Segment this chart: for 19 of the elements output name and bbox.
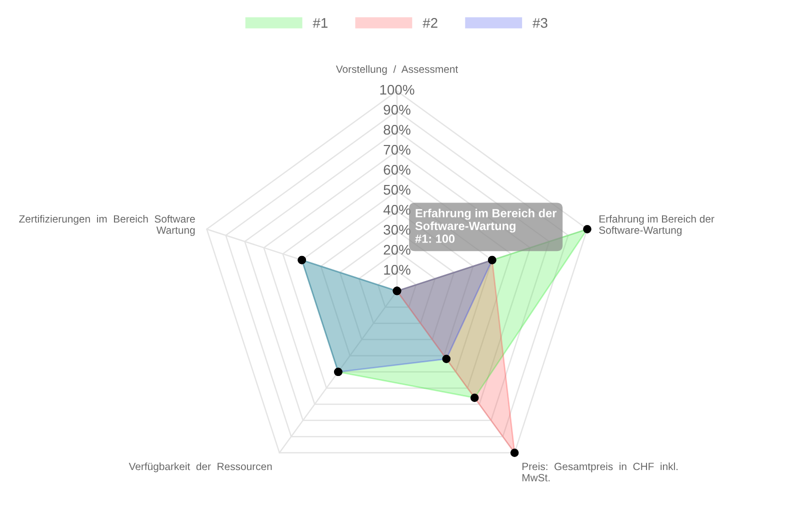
y-tick-label: 50% [384, 184, 410, 195]
y-tick-label: 100% [380, 84, 414, 95]
spoke-label: Vorstellung / Assessment [336, 65, 458, 75]
y-tick-label: 40% [383, 204, 410, 215]
spoke-label: Preis: Gesamtpreis in CHF inkl. MwSt. [522, 462, 678, 482]
legend-label: #3 [532, 18, 548, 28]
spoke-label: Zertifizierungen im Bereich Software Wartung [19, 214, 195, 236]
y-tick-label: 80% [384, 124, 410, 135]
y-tick-label: 30% [384, 224, 410, 235]
spoke-label: Verfügbarkeit der Ressourcen [128, 462, 272, 472]
y-tick-label: 70% [384, 144, 410, 155]
y-tick-label: 10% [384, 264, 410, 275]
y-tick-label: 60% [384, 164, 410, 175]
legend-label: #2 [422, 18, 438, 28]
text: Erfahrung im Bereich der Software-Wartung #1: 100 [415, 208, 557, 243]
y-tick-label: 20% [384, 244, 410, 255]
spoke-label: Erfahrung im Bereich der Software-Wartung [599, 214, 714, 236]
legend-label: #1 [312, 18, 328, 28]
y-tick-label: 90% [384, 104, 410, 115]
